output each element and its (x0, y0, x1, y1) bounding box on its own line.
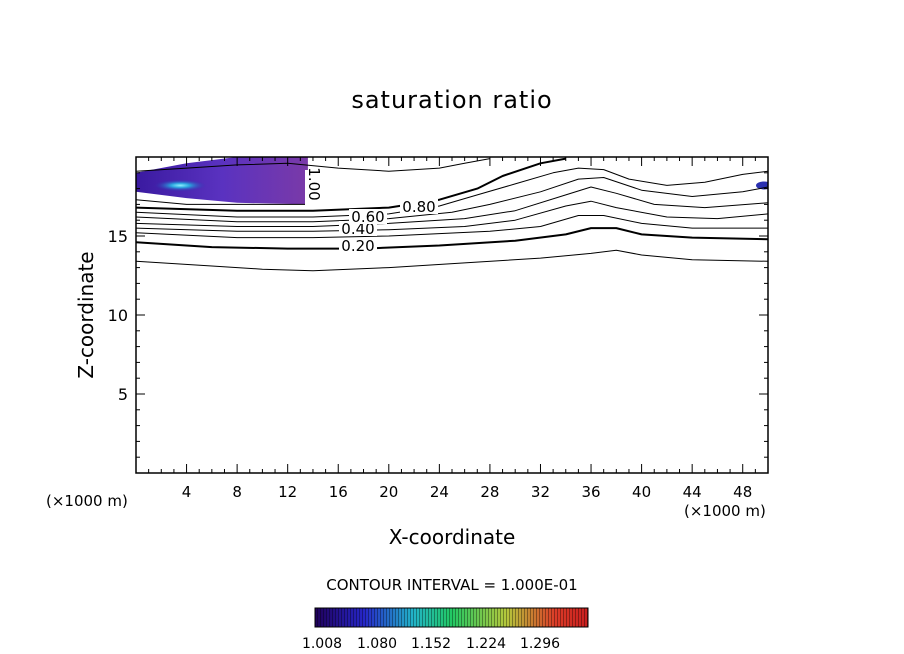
contour-label-bg (400, 199, 438, 214)
contour-label: 0.20 (341, 237, 374, 255)
colorbar-tick-label: 1.152 (411, 636, 451, 652)
colorbar-tick-label: 1.224 (466, 636, 506, 652)
contour-interval: CONTOUR INTERVAL = 1.000E-01 (326, 576, 578, 594)
colorbar-stripes (315, 608, 588, 627)
y-tick-label: 15 (108, 227, 128, 246)
x-tick-label: 12 (278, 483, 297, 501)
contour-label-bg (305, 170, 321, 206)
y-tick-label: 10 (108, 306, 128, 325)
saturation-peak (154, 179, 207, 192)
supersaturated-region (136, 157, 308, 205)
contour-label-bg (349, 209, 387, 224)
x-tick-label: 8 (232, 483, 242, 501)
x-tick-label: 20 (379, 483, 398, 501)
contour-0.80 (136, 157, 566, 212)
contour-0.20 (136, 227, 768, 250)
contour-0.40 (136, 200, 768, 232)
contour-label: 0.60 (351, 208, 384, 226)
contour-label: 1.00 (305, 167, 323, 200)
x-tick-label: 4 (182, 483, 192, 501)
contour-label: 0.80 (402, 198, 435, 216)
contour-1.00 (136, 199, 308, 205)
contour-0.10 (136, 249, 768, 272)
y-tick-label: 5 (118, 385, 128, 404)
x-tick-label: 28 (480, 483, 499, 501)
x-axis-label: X-coordinate (388, 525, 516, 549)
chart-title: saturation ratio (351, 86, 553, 114)
contour-0.90 (136, 158, 490, 172)
x-tick-label: 36 (581, 483, 600, 501)
contour-0.50 (136, 186, 768, 227)
x-unit-right: (×1000 m) (684, 502, 766, 520)
y-axis-label: Z-coordinate (74, 251, 98, 379)
colorbar-tick-label: 1.008 (302, 636, 342, 652)
contour-label-bg (339, 238, 377, 253)
colorbar-tick-label: 1.080 (357, 636, 397, 652)
x-tick-label: 24 (430, 483, 449, 501)
contour-0.70 (136, 167, 768, 218)
contour-0.30 (136, 215, 768, 239)
x-tick-label: 44 (683, 483, 702, 501)
x-tick-label: 48 (733, 483, 752, 501)
x-tick-label: 32 (531, 483, 550, 501)
x-tick-label: 16 (329, 483, 348, 501)
colorbar-tick-label: 1.296 (520, 636, 560, 652)
x-unit-left: (×1000 m) (46, 492, 128, 510)
contour-0.60 (136, 177, 768, 223)
contour-label: 0.40 (341, 220, 374, 238)
x-tick-label: 40 (632, 483, 651, 501)
contour-label-bg (339, 221, 377, 236)
